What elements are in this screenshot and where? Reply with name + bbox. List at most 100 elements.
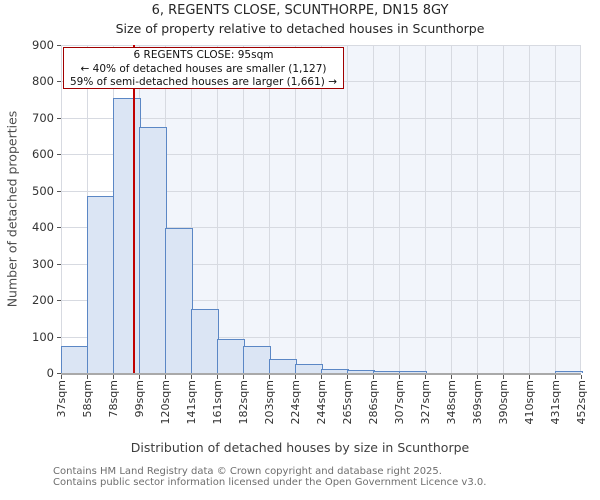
histogram-bar (321, 369, 349, 373)
annotation-line-3: 59% of semi-detached houses are larger (… (69, 76, 337, 88)
x-tick-mark (425, 375, 426, 379)
x-tick-label: 37sqm (54, 380, 68, 418)
y-tick-mark (57, 263, 61, 265)
x-tick-label: 58sqm (80, 380, 94, 418)
x-tick-label: 161sqm (210, 380, 224, 425)
x-tick-mark (451, 375, 452, 379)
x-tick-label: 99sqm (132, 380, 146, 418)
v-gridline (321, 45, 322, 373)
v-gridline (529, 45, 530, 373)
v-gridline (269, 45, 270, 373)
v-gridline (191, 45, 192, 373)
x-tick-mark (399, 375, 400, 379)
x-tick-mark (243, 375, 244, 379)
histogram-bar (113, 97, 141, 373)
x-tick-mark (477, 375, 478, 379)
x-tick-mark (555, 375, 556, 379)
y-tick-label: 900 (32, 38, 54, 52)
x-tick-label: 120sqm (158, 380, 172, 425)
v-gridline (451, 45, 452, 373)
y-tick-label: 100 (32, 329, 54, 344)
x-tick-label: 141sqm (184, 380, 198, 425)
histogram-bar (191, 309, 219, 373)
annotation-line-1: 6 REGENTS CLOSE: 95sqm (133, 49, 274, 61)
y-tick-label: 0 (46, 366, 54, 380)
y-tick-mark (57, 117, 61, 119)
x-tick-mark (191, 375, 192, 379)
x-axis-label: Distribution of detached houses by size … (130, 440, 470, 455)
x-tick-label: 431sqm (548, 380, 562, 425)
x-tick-mark (321, 375, 322, 379)
histogram-bar (61, 345, 89, 373)
x-tick-label: 286sqm (366, 380, 380, 425)
x-tick-mark (295, 375, 296, 379)
x-tick-mark (87, 375, 88, 379)
x-tick-label: 390sqm (496, 380, 510, 425)
y-tick-mark (57, 373, 61, 374)
v-gridline (347, 45, 348, 373)
histogram-bar (555, 371, 583, 373)
histogram-bar (243, 346, 271, 373)
histogram-bar (347, 370, 375, 373)
y-tick-mark (57, 336, 61, 338)
y-tick-label: 200 (32, 293, 54, 308)
x-tick-mark (347, 375, 348, 379)
y-axis-label: Number of detached properties (4, 110, 20, 308)
x-tick-label: 265sqm (340, 380, 354, 425)
y-tick-label: 500 (32, 183, 54, 198)
x-tick-mark (269, 375, 270, 379)
y-tick-label: 600 (32, 147, 54, 162)
x-tick-label: 244sqm (314, 380, 328, 425)
y-tick-label: 300 (32, 256, 54, 271)
chart-subtitle: Size of property relative to detached ho… (115, 21, 485, 36)
x-tick-label: 78sqm (106, 380, 120, 418)
v-gridline (580, 45, 581, 373)
histogram-bar (269, 359, 297, 373)
x-tick-mark (113, 375, 114, 379)
x-tick-mark (503, 375, 504, 379)
annotation-box: 6 REGENTS CLOSE: 95sqm ← 40% of detached… (63, 47, 344, 89)
x-tick-mark (373, 375, 374, 379)
v-gridline (295, 45, 296, 373)
x-tick-label: 307sqm (392, 380, 406, 425)
x-tick-label: 182sqm (236, 380, 250, 425)
x-tick-label: 327sqm (418, 380, 432, 425)
v-gridline (503, 45, 504, 373)
x-tick-mark (139, 375, 140, 379)
x-tick-label: 224sqm (288, 380, 302, 425)
y-tick-label: 400 (32, 220, 54, 235)
x-tick-mark (581, 375, 582, 379)
histogram-bar (165, 227, 193, 373)
histogram-bar (217, 338, 245, 373)
x-tick-label: 410sqm (522, 380, 536, 425)
y-tick-label: 800 (32, 74, 54, 89)
v-gridline (217, 45, 218, 373)
v-gridline (243, 45, 244, 373)
histogram-bar (139, 127, 167, 373)
x-tick-label: 203sqm (262, 380, 276, 425)
footer-line-2: Contains public sector information licen… (53, 476, 487, 488)
plot-area: 6 REGENTS CLOSE: 95sqm ← 40% of detached… (61, 45, 583, 375)
histogram-bar (87, 196, 115, 373)
y-tick-mark (57, 190, 61, 192)
y-tick-mark (57, 154, 61, 156)
v-gridline (477, 45, 478, 373)
footer: Contains HM Land Registry data © Crown c… (53, 466, 487, 488)
y-tick-mark (57, 81, 61, 83)
v-gridline (425, 45, 426, 373)
histogram-bar (373, 371, 401, 373)
x-tick-label: 452sqm (574, 380, 588, 425)
x-tick-label: 348sqm (444, 380, 458, 425)
y-tick-mark (57, 300, 61, 302)
y-tick-mark (57, 45, 61, 46)
histogram-bar (399, 371, 427, 373)
histogram-bar (295, 363, 323, 373)
v-gridline (61, 45, 62, 373)
v-gridline (373, 45, 374, 373)
v-gridline (399, 45, 400, 373)
y-tick-label: 700 (32, 110, 54, 125)
x-tick-mark (165, 375, 166, 379)
x-tick-mark (529, 375, 530, 379)
y-tick-mark (57, 227, 61, 229)
